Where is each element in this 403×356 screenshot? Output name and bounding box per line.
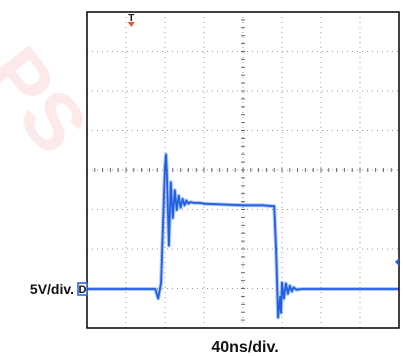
x-axis-label: 40ns/div. (211, 339, 278, 356)
channel-marker-label: D (79, 284, 87, 296)
level-marker-icon (395, 258, 399, 266)
trigger-arrow-icon (127, 22, 135, 27)
trace-layer (87, 152, 399, 320)
waveform-trace (87, 153, 399, 319)
channel-marker: D (77, 282, 88, 296)
plot-frame (86, 11, 400, 329)
grid (86, 11, 400, 329)
y-axis-label: 5V/div. (30, 281, 74, 297)
trigger-marker: T (127, 13, 135, 27)
channel-marker-box (77, 282, 88, 296)
trigger-marker-label: T (128, 13, 134, 24)
